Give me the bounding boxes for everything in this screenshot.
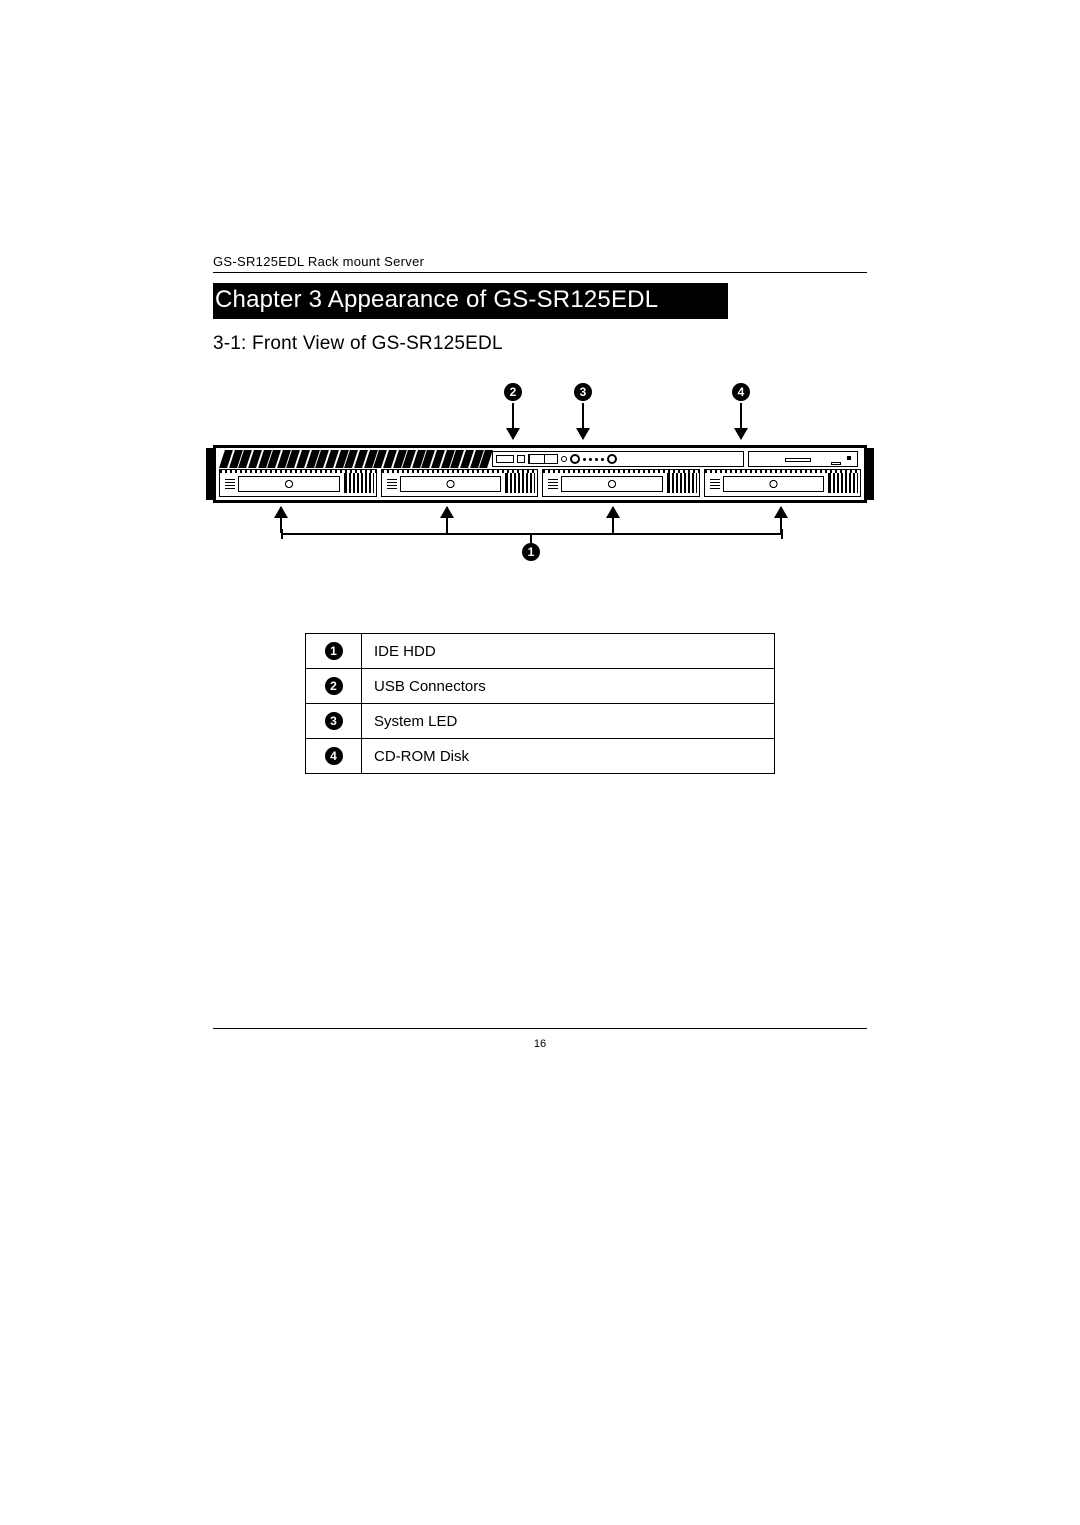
- table-row: 3 System LED: [306, 704, 775, 739]
- callout-arrow-down-icon: [512, 403, 514, 439]
- chapter-title: Chapter 3 Appearance of GS-SR125EDL: [213, 283, 728, 319]
- hdd-bay: [381, 469, 539, 497]
- legend-number-cell: 4: [306, 739, 362, 774]
- power-led-icon: [570, 454, 580, 464]
- callout-number: 3: [574, 383, 592, 401]
- footer-divider: [213, 1028, 867, 1029]
- table-row: 1 IDE HDD: [306, 634, 775, 669]
- hdd-bay: [704, 469, 862, 497]
- legend-label-cell: System LED: [362, 704, 775, 739]
- legend-label-cell: IDE HDD: [362, 634, 775, 669]
- usb-ports-icon: [528, 454, 558, 464]
- callout-number: 4: [732, 383, 750, 401]
- button-icon: [607, 454, 617, 464]
- table-row: 2 USB Connectors: [306, 669, 775, 704]
- cdrom-slot-icon: [785, 458, 811, 462]
- front-view-diagram: 2 3 4 1: [213, 383, 867, 583]
- hdd-bay: [542, 469, 700, 497]
- legend-number-badge: 1: [325, 642, 343, 660]
- legend-number-badge: 3: [325, 712, 343, 730]
- rack-ear-left: [206, 448, 214, 500]
- legend-label-cell: CD-ROM Disk: [362, 739, 775, 774]
- legend-number-cell: 2: [306, 669, 362, 704]
- cdrom-panel: [748, 451, 858, 467]
- legend-table: 1 IDE HDD 2 USB Connectors 3 System LED 4 CD-RO…: [305, 633, 775, 774]
- cdrom-led-icon: [847, 456, 851, 460]
- section-title: 3-1: Front View of GS-SR125EDL: [213, 333, 867, 355]
- panel-holes-icon: [496, 455, 514, 463]
- led-dot-icon: [561, 456, 567, 462]
- legend-number-badge: 2: [325, 677, 343, 695]
- callout-arrow-up-icon: [446, 507, 448, 533]
- callout-arrow-down-icon: [740, 403, 742, 439]
- callout-bracket-icon: [281, 533, 783, 535]
- control-panel: [492, 451, 744, 467]
- callout-number: 1: [522, 543, 540, 561]
- callout-arrow-down-icon: [582, 403, 584, 439]
- running-header: GS-SR125EDL Rack mount Server: [213, 254, 867, 269]
- panel-block-icon: [517, 455, 525, 463]
- status-leds-icon: [583, 458, 604, 461]
- server-chassis: [213, 445, 867, 503]
- hdd-bay: [219, 469, 377, 497]
- rack-ear-right: [866, 448, 874, 500]
- callout-number: 2: [504, 383, 522, 401]
- chassis-top-strip: [222, 450, 858, 468]
- page-number: 16: [213, 1038, 867, 1050]
- callout-connector-icon: [530, 533, 532, 543]
- hdd-bay-row: [219, 469, 861, 497]
- callout-arrow-up-icon: [612, 507, 614, 533]
- legend-number-cell: 3: [306, 704, 362, 739]
- legend-number-cell: 1: [306, 634, 362, 669]
- cdrom-eject-icon: [831, 462, 841, 465]
- header-divider: [213, 272, 867, 273]
- legend-label-cell: USB Connectors: [362, 669, 775, 704]
- ventilation-slots: [222, 450, 490, 468]
- legend-number-badge: 4: [325, 747, 343, 765]
- table-row: 4 CD-ROM Disk: [306, 739, 775, 774]
